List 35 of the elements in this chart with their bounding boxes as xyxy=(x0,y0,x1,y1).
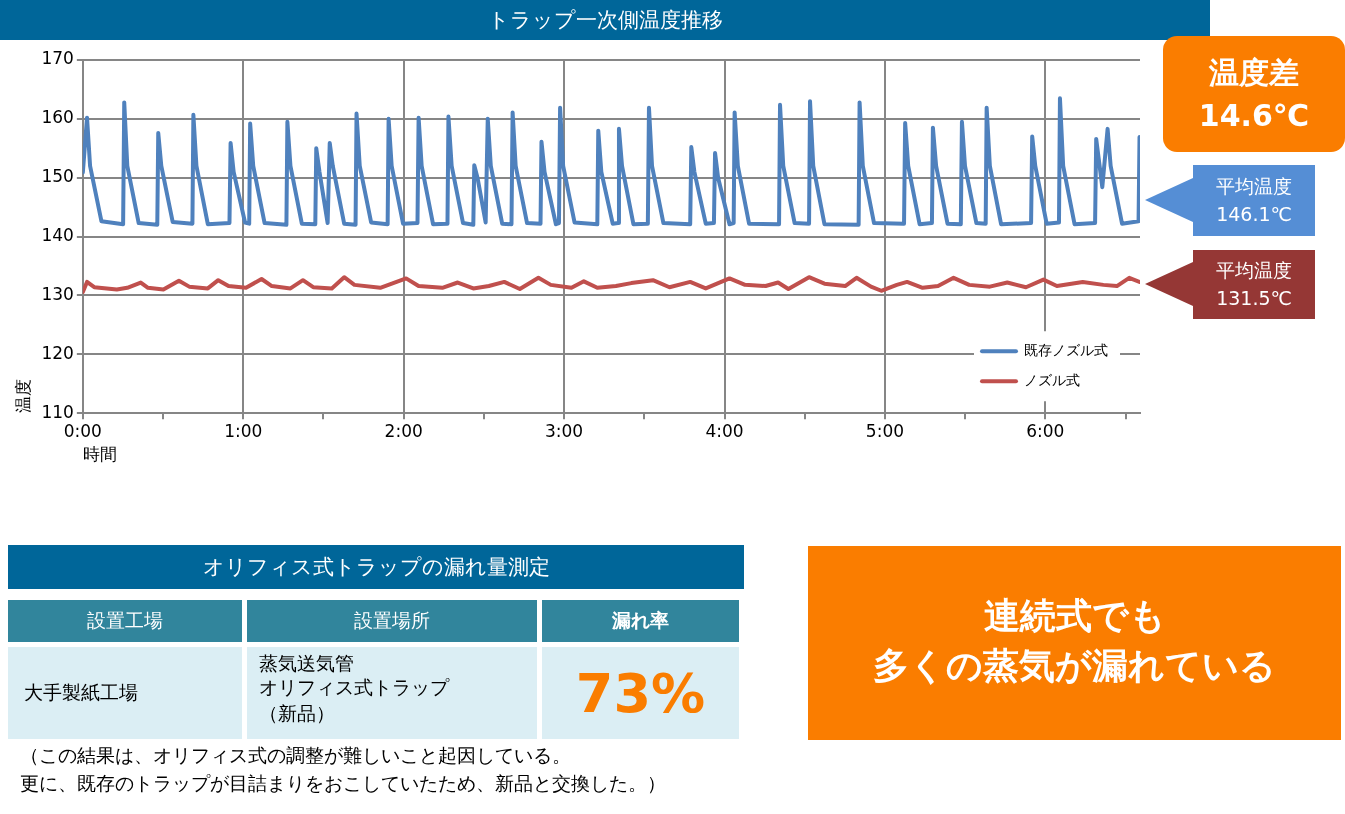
text: 平均温度 131.5℃ xyxy=(1193,250,1315,319)
x-tick-label: 0:00 xyxy=(63,420,102,441)
text: 温度差 14.6℃ xyxy=(1163,36,1345,152)
x-axis-title: 時間 xyxy=(82,444,117,465)
text: （新品） xyxy=(259,701,336,726)
text: オリフィス式トラップ xyxy=(259,675,451,700)
legend-label: 既存ノズル式 xyxy=(1024,341,1108,358)
x-tick-label: 2:00 xyxy=(384,420,423,441)
text: 大手製紙工場 xyxy=(8,647,242,739)
y-tick-label: 170 xyxy=(41,48,74,69)
x-tick-label: 3:00 xyxy=(545,420,584,441)
y-tick-label: 150 xyxy=(41,166,74,187)
x-tick-label: 4:00 xyxy=(705,420,744,441)
text: 平均温度 146.1℃ xyxy=(1193,165,1315,236)
x-tick-label: 6:00 xyxy=(1026,420,1065,441)
text: 蒸気送気管 xyxy=(259,652,354,674)
text: 連続式でも xyxy=(983,595,1166,636)
y-tick-label: 120 xyxy=(41,342,74,363)
y-tick-label: 160 xyxy=(41,107,74,128)
y-tick-label: 140 xyxy=(41,225,74,246)
chart-title: トラップ一次側温度推移 xyxy=(0,0,1210,40)
text: 73% xyxy=(542,647,739,739)
text: オリフィス式トラップの漏れ量測定 xyxy=(8,545,744,589)
y-tick-label: 130 xyxy=(41,283,74,304)
y-axis-title: 温度 xyxy=(12,379,33,414)
text: 多くの蒸気が漏れている xyxy=(872,643,1277,688)
x-tick-label: 5:00 xyxy=(865,420,905,441)
text: 設置工場 xyxy=(8,600,242,642)
text: 設置場所 xyxy=(247,600,537,642)
text: 更に、既存のトラップが目詰まりをおこしていたため、新品と交換した。） xyxy=(20,771,667,796)
legend-label: ノズル式 xyxy=(1024,371,1080,388)
text: 漏れ率 xyxy=(542,600,739,642)
text: （この結果は、オリフィス式の調整が難しいこと起因している。 xyxy=(20,743,572,768)
y-tick-label: 110 xyxy=(41,401,74,422)
x-tick-label: 1:00 xyxy=(224,420,263,441)
